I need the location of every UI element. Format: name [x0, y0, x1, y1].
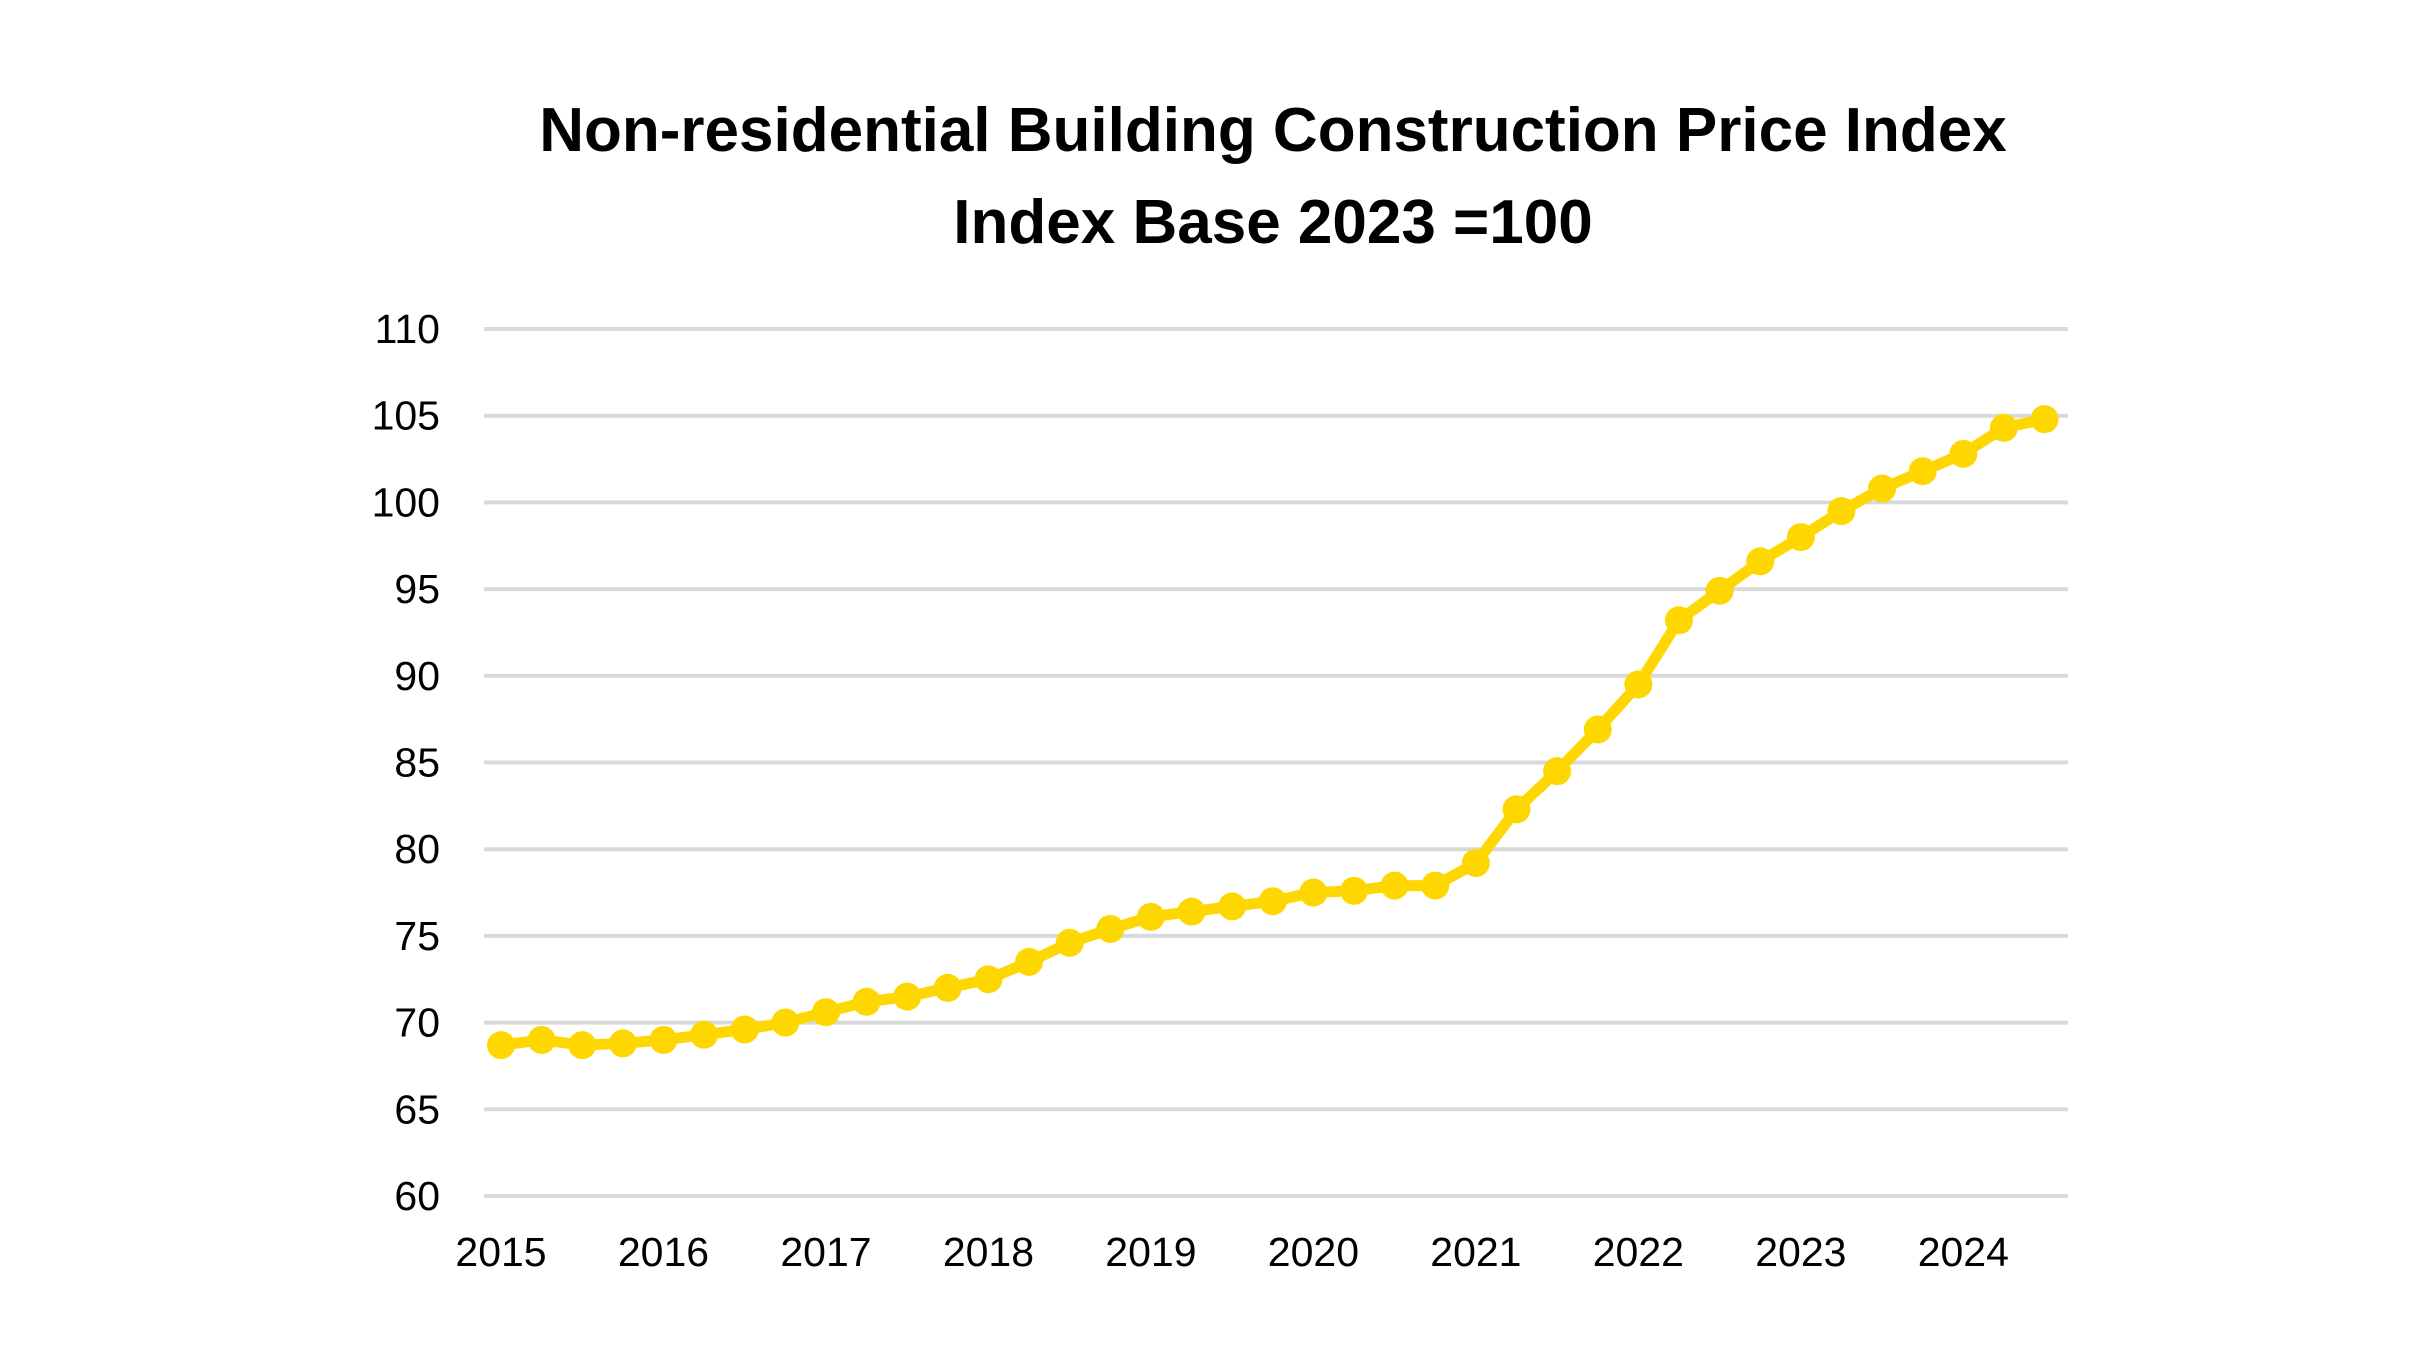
- y-tick-label: 100: [372, 479, 440, 525]
- data-point-2022-q4: [1746, 547, 1775, 576]
- data-point-2020-q2: [1340, 876, 1369, 905]
- x-tick-label: 2022: [1593, 1229, 1684, 1275]
- data-point-2022-q3: [1705, 576, 1734, 605]
- data-point-2021-q2: [1502, 795, 1531, 824]
- y-axis-tick-labels: 60 65 70 75 80 85 90 95 100 105 110: [372, 306, 440, 1219]
- data-point-2021-q1: [1461, 849, 1490, 878]
- y-tick-label: 105: [372, 393, 440, 439]
- y-tick-label: 110: [375, 306, 440, 352]
- series-price-index: [487, 405, 2059, 1060]
- data-point-2020-q3: [1380, 871, 1409, 900]
- x-tick-label: 2019: [1105, 1229, 1196, 1275]
- data-point-2019-q4: [1258, 887, 1287, 916]
- data-point-2016-q3: [730, 1015, 759, 1044]
- data-point-2019-q3: [1218, 892, 1247, 921]
- data-point-2022-q1: [1624, 670, 1653, 699]
- data-point-2018-q2: [1015, 947, 1044, 976]
- chart-title: Non-residential Building Construction Pr…: [539, 96, 2007, 165]
- x-tick-label: 2018: [943, 1229, 1034, 1275]
- data-point-2018-q1: [974, 965, 1003, 994]
- y-tick-label: 95: [394, 566, 440, 612]
- data-point-2017-q1: [811, 998, 840, 1027]
- data-point-2022-q2: [1664, 606, 1693, 635]
- x-tick-label: 2024: [1918, 1229, 2009, 1275]
- data-point-2015-q2: [527, 1025, 556, 1054]
- y-tick-label: 65: [394, 1086, 440, 1132]
- data-point-2015-q1: [487, 1031, 515, 1060]
- data-point-2023-q2: [1827, 497, 1856, 526]
- data-point-2015-q4: [608, 1029, 637, 1058]
- x-tick-label: 2020: [1268, 1229, 1359, 1275]
- data-point-2023-q4: [1908, 457, 1937, 486]
- y-tick-label: 80: [394, 826, 440, 872]
- y-tick-label: 75: [394, 913, 440, 959]
- data-point-2016-q4: [771, 1008, 800, 1037]
- y-tick-label: 60: [394, 1173, 440, 1219]
- data-point-2023-q3: [1868, 474, 1897, 503]
- data-point-2024-q2: [1989, 413, 2018, 442]
- x-tick-label: 2023: [1755, 1229, 1846, 1275]
- data-point-2017-q2: [852, 987, 881, 1016]
- x-axis-tick-labels: 2015 2016 2017 2018 2019 2020 2021 2022 2023 2024: [455, 1229, 2009, 1275]
- x-tick-label: 2016: [618, 1229, 709, 1275]
- data-point-2016-q2: [690, 1020, 719, 1049]
- data-point-2016-q1: [649, 1025, 678, 1054]
- data-point-2019-q2: [1177, 897, 1206, 926]
- data-point-2020-q4: [1421, 871, 1450, 900]
- data-point-2018-q3: [1055, 928, 1084, 957]
- data-point-2024-q3: [2030, 405, 2059, 434]
- x-tick-label: 2017: [780, 1229, 871, 1275]
- data-point-2015-q3: [568, 1031, 597, 1060]
- data-point-2023-q1: [1786, 523, 1815, 552]
- x-tick-label: 2015: [455, 1229, 546, 1275]
- y-tick-label: 85: [394, 740, 440, 786]
- data-point-2021-q3: [1543, 757, 1572, 786]
- data-point-2017-q3: [893, 982, 922, 1011]
- chart-subtitle: Index Base 2023 =100: [953, 188, 1592, 257]
- y-tick-label: 70: [394, 1000, 440, 1046]
- y-tick-label: 90: [394, 653, 440, 699]
- data-point-2017-q4: [933, 973, 962, 1002]
- data-point-2020-q1: [1299, 878, 1328, 907]
- data-point-2021-q4: [1583, 715, 1612, 744]
- data-point-2019-q1: [1136, 902, 1165, 931]
- data-point-2024-q1: [1949, 439, 1978, 468]
- x-tick-label: 2021: [1430, 1229, 1521, 1275]
- data-point-2018-q4: [1096, 914, 1125, 943]
